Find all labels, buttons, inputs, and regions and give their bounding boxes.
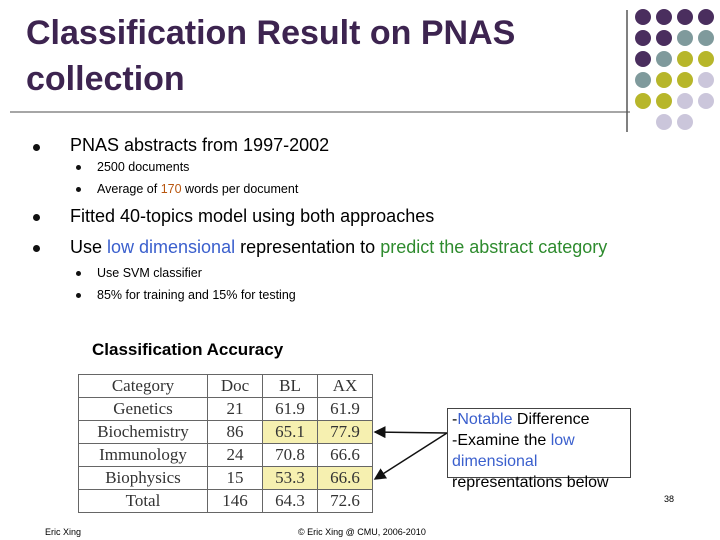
table-caption: Classification Accuracy (92, 340, 284, 359)
cell: 86 (207, 420, 263, 444)
header-cell: BL (262, 374, 318, 398)
text: - (452, 411, 458, 428)
bullet: Fitted 40-topics model using both approa… (70, 206, 435, 226)
highlight: 170 (160, 182, 182, 196)
dot-grid (635, 9, 714, 130)
annotation-box: -Notable Difference -Examine the low dim… (447, 408, 631, 491)
highlight: low dimensional (107, 237, 236, 257)
bullet: Use low dimensional representation to pr… (70, 237, 607, 258)
cell: Total (78, 489, 208, 513)
cell: 53.3 (262, 466, 318, 490)
cell: 24 (207, 443, 263, 467)
slide-title: Classification Result on PNAS collection (26, 14, 516, 98)
bullet-dot (76, 271, 81, 276)
note-line: dimensional (452, 453, 538, 470)
cell: 70.8 (262, 443, 318, 467)
cell: 66.6 (317, 443, 373, 467)
cell: 61.9 (262, 397, 318, 421)
bullet-dot (33, 214, 40, 221)
cell: 64.3 (262, 489, 318, 513)
bullet-dot (76, 187, 81, 192)
footer-copyright: © Eric Xing @ CMU, 2006-2010 (298, 527, 426, 537)
cell: 77.9 (317, 420, 373, 444)
text: representation to (235, 237, 381, 257)
sub-bullet: 85% for training and 15% for testing (97, 288, 296, 302)
bullet-dot (33, 144, 40, 151)
arrow (373, 432, 448, 480)
arrow (373, 426, 448, 439)
note-line: -Notable Difference (452, 409, 630, 430)
bullet-dot (76, 293, 81, 298)
cell: 72.6 (317, 489, 373, 513)
header-cell: Category (78, 374, 208, 398)
cell: 146 (207, 489, 263, 513)
cell: Genetics (78, 397, 208, 421)
cell: Immunology (78, 443, 208, 467)
text: Difference (512, 411, 590, 428)
header-cell: Doc (207, 374, 263, 398)
cell: 21 (207, 397, 263, 421)
sub-bullet: Average of 170 words per document (97, 182, 298, 196)
cell: 65.1 (262, 420, 318, 444)
highlight: low (550, 432, 575, 449)
cell: 15 (207, 466, 263, 490)
footer-author: Eric Xing (45, 527, 82, 537)
sub-bullet: Use SVM classifier (97, 266, 202, 280)
cell: Biochemistry (78, 420, 208, 444)
cell: 66.6 (317, 466, 373, 490)
cell: Biophysics (78, 466, 208, 490)
text: words per document (181, 182, 299, 196)
text: Average of (97, 182, 161, 196)
header-cell: AX (317, 374, 373, 398)
note-line: -Examine the low (452, 430, 630, 451)
highlight: predict the abstract category (380, 237, 608, 257)
text: -Examine the (452, 432, 551, 449)
bullet-dot (76, 165, 81, 170)
cell: 61.9 (317, 397, 373, 421)
bullet: PNAS abstracts from 1997-2002 (70, 135, 330, 155)
bullet-dot (33, 245, 40, 252)
accuracy-table: Category Doc BL AX Genetics 21 61.9 61.9 Bioch… (78, 374, 373, 513)
page-number: 38 (664, 494, 675, 504)
sub-bullet: 2500 documents (97, 160, 190, 174)
text: Use (70, 237, 108, 257)
note-line: representations below (452, 474, 609, 491)
highlight: Notable (457, 411, 513, 428)
